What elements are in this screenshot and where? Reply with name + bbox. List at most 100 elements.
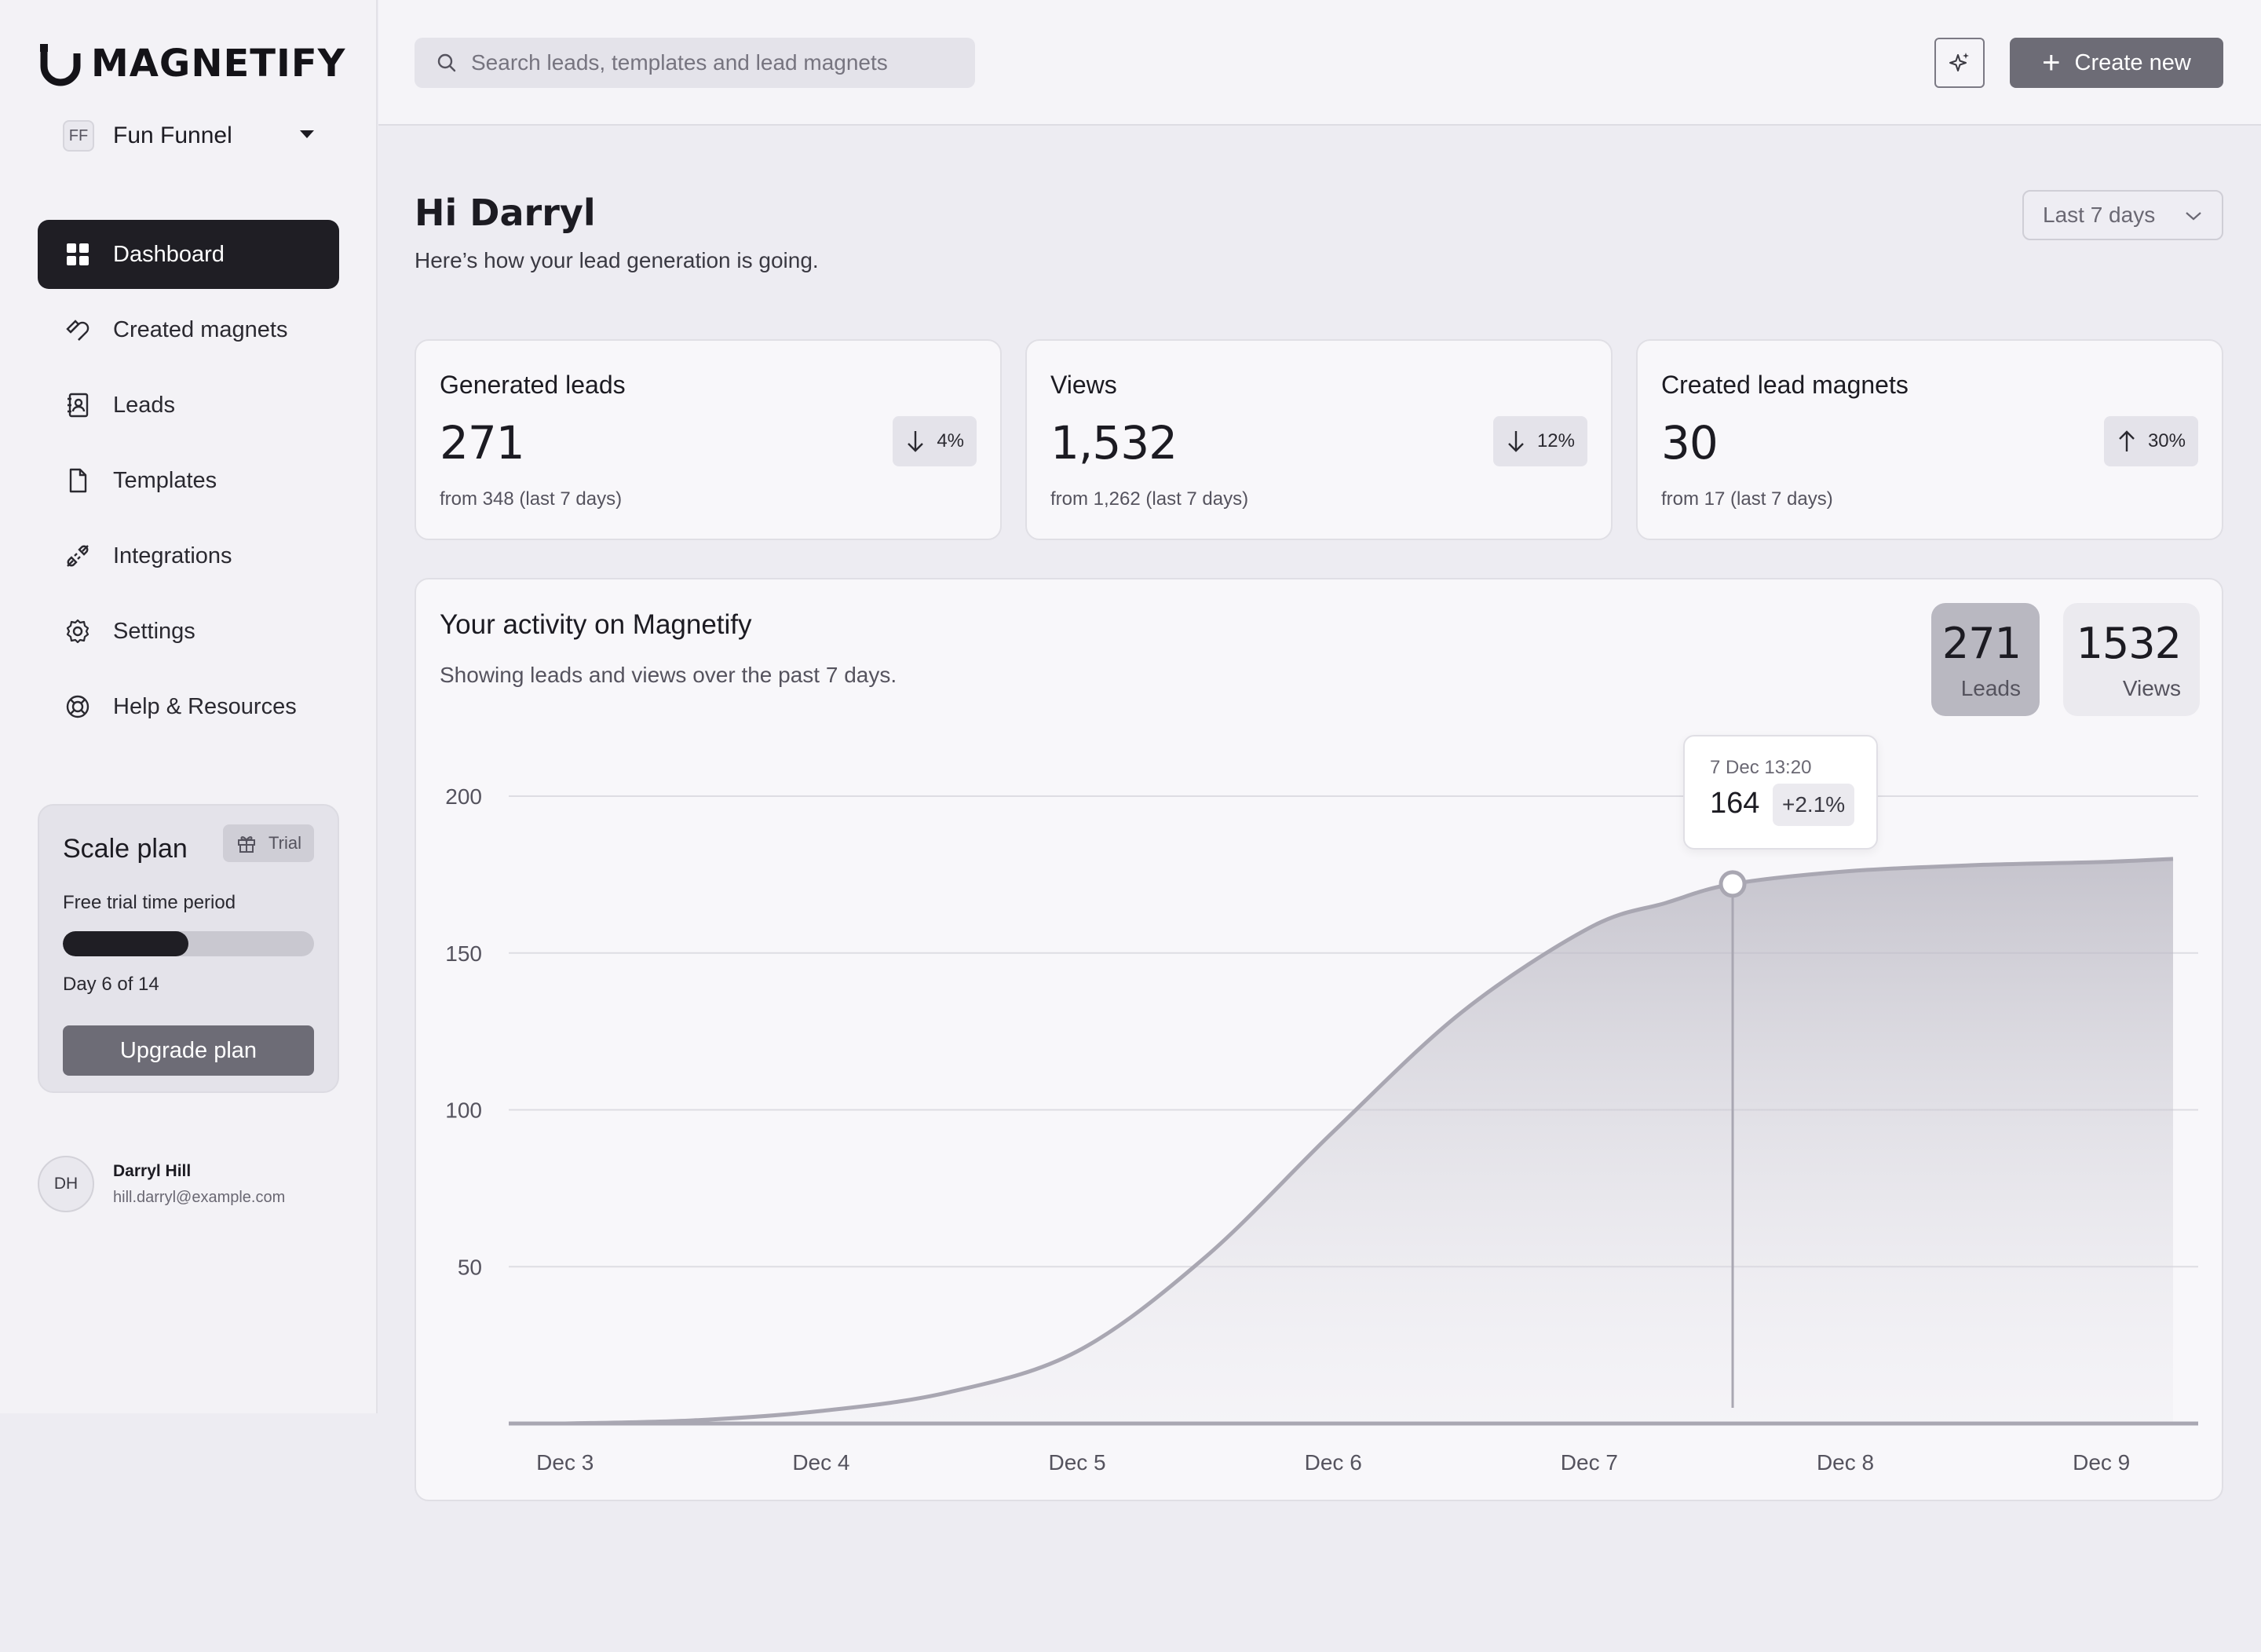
plug-icon (64, 543, 91, 569)
sidebar-item-label: Dashboard (113, 241, 225, 267)
activity-chart: 50 100 150 200 Dec 3 Dec 4 Dec 5 Dec 6 Dec 7 Dec … (445, 784, 2198, 1475)
stat-value: 1,532 (1050, 416, 1178, 470)
workspace-initials: FF (63, 120, 94, 152)
tooltip-date: 7 Dec 13:20 (1710, 757, 1812, 778)
views-total: 1532 (2076, 618, 2182, 668)
stat-change-badge: 12% (1492, 416, 1587, 466)
series-line-leads (564, 857, 2174, 1426)
trial-badge-label: Trial (268, 833, 301, 853)
stat-card-views: Views 1,532 12% from 1,262 (last 7 days) (1025, 339, 1613, 540)
stat-from: from 348 (last 7 days) (440, 488, 623, 510)
sidebar-item-label: Help & Resources (113, 693, 297, 719)
series-area-leads (564, 858, 2173, 1424)
y-tick-label: 50 (458, 1255, 482, 1279)
caret-down-icon (300, 130, 314, 138)
topbar: + Create new (378, 0, 2261, 126)
trial-progress-fill (63, 931, 188, 956)
document-icon (64, 467, 91, 494)
sidebar-nav: Dashboard Created magnets Leads Template… (38, 220, 339, 747)
stat-label: Views (1050, 371, 1117, 399)
workspace-switcher[interactable]: FF Fun Funnel (63, 116, 314, 155)
x-tick-label: Dec 3 (536, 1450, 594, 1475)
stat-value: 30 (1661, 416, 1719, 470)
date-range-select[interactable]: Last 7 days (2022, 190, 2223, 240)
x-tick-label: Dec 5 (1048, 1450, 1105, 1475)
user-name: Darryl Hill (113, 1161, 192, 1180)
x-tick-label: Dec 7 (1561, 1450, 1618, 1475)
sidebar-item-integrations[interactable]: Integrations (38, 521, 339, 590)
plan-title: Scale plan (63, 834, 188, 864)
sidebar-item-created-magnets[interactable]: Created magnets (38, 295, 339, 364)
stat-change-value: 4% (937, 430, 964, 451)
leads-label: Leads (1960, 675, 2021, 700)
magnet-icon (64, 316, 91, 343)
stat-label: Created lead magnets (1661, 371, 1909, 399)
stat-change-value: 30% (2147, 430, 2186, 451)
contact-book-icon (64, 392, 91, 418)
sidebar-item-templates[interactable]: Templates (38, 446, 339, 515)
arrow-down-icon (908, 431, 924, 452)
chevron-down-icon (2186, 212, 2201, 221)
search-box[interactable] (415, 38, 975, 88)
plus-icon: + (2042, 46, 2061, 80)
arrow-up-icon (2119, 430, 2135, 451)
search-icon (437, 53, 456, 72)
date-range-value: Last 7 days (2043, 203, 2156, 227)
activity-title: Your activity on Magnetify (440, 609, 752, 640)
x-tick-label: Dec 8 (1817, 1450, 1874, 1475)
tooltip-value: 164 (1710, 787, 1760, 820)
brand-name: MAGNETIFY (91, 42, 346, 86)
logo[interactable]: MAGNETIFY (36, 36, 345, 91)
stat-change-value: 12% (1536, 430, 1575, 451)
stat-change-badge: 30% (2103, 416, 2198, 466)
sidebar-item-label: Settings (113, 618, 195, 644)
chart-tooltip: 7 Dec 13:20 164 +2.1% (1683, 735, 1878, 850)
x-tick-label: Dec 4 (792, 1450, 849, 1475)
magnet-logo-icon (40, 44, 81, 86)
dashboard-grid-icon (64, 241, 91, 268)
avatar: DH (38, 1156, 94, 1212)
stat-card-created-lead-magnets: Created lead magnets 30 30% from 17 (las… (1636, 339, 2223, 540)
plan-card: Scale plan Trial Free trial time period … (38, 804, 339, 1093)
user-email: hill.darryl@example.com (113, 1188, 286, 1206)
leads-total: 271 (1941, 618, 2022, 668)
views-toggle[interactable]: 1532 Views (2063, 603, 2200, 716)
create-new-button[interactable]: + Create new (2010, 38, 2223, 88)
stat-change-badge: 4% (893, 416, 977, 466)
stat-value: 271 (440, 416, 525, 470)
stat-from: from 17 (last 7 days) (1661, 488, 1833, 510)
sidebar-item-label: Leads (113, 392, 176, 418)
sidebar-item-help-resources[interactable]: Help & Resources (38, 672, 339, 741)
sidebar-item-dashboard[interactable]: Dashboard (38, 220, 339, 289)
trial-progress-bar (63, 931, 314, 956)
x-tick-label: Dec 9 (2073, 1450, 2130, 1475)
ai-sparkle-button[interactable] (1934, 38, 1985, 88)
gift-icon (238, 836, 256, 853)
search-input[interactable] (471, 50, 942, 75)
workspace-name: Fun Funnel (113, 122, 232, 148)
sidebar-item-label: Integrations (113, 543, 232, 568)
page-title: Hi Darryl (415, 192, 596, 234)
highlight-point (1719, 870, 1747, 898)
plan-subtitle: Free trial time period (63, 892, 236, 913)
leads-toggle[interactable]: 271 Leads (1931, 603, 2040, 716)
upgrade-plan-button[interactable]: Upgrade plan (63, 1025, 314, 1076)
create-new-label: Create new (2074, 49, 2191, 75)
views-label: Views (2122, 675, 2181, 700)
sidebar-item-leads[interactable]: Leads (38, 371, 339, 440)
user-profile[interactable]: DH Darryl Hill hill.darryl@example.com (38, 1156, 285, 1212)
gear-icon (64, 618, 91, 645)
user-info: Darryl Hill hill.darryl@example.com (113, 1162, 285, 1207)
sidebar-item-label: Templates (113, 467, 217, 493)
sidebar-item-settings[interactable]: Settings (38, 597, 339, 666)
tooltip-change: +2.1% (1773, 784, 1855, 826)
activity-subtitle: Showing leads and views over the past 7 … (440, 663, 897, 687)
stat-from: from 1,262 (last 7 days) (1050, 488, 1249, 510)
arrow-down-icon (1508, 431, 1524, 452)
stat-card-generated-leads: Generated leads 271 4% from 348 (last 7 … (415, 339, 1002, 540)
sidebar: MAGNETIFY FF Fun Funnel Dashboard Create… (0, 0, 378, 1413)
sparkle-icon (1949, 53, 1969, 71)
activity-chart-card: 50 100 150 200 Dec 3 Dec 4 Dec 5 Dec 6 Dec 7 Dec … (415, 578, 2223, 1501)
y-tick-label: 100 (445, 1098, 482, 1123)
y-tick-label: 200 (445, 784, 482, 809)
